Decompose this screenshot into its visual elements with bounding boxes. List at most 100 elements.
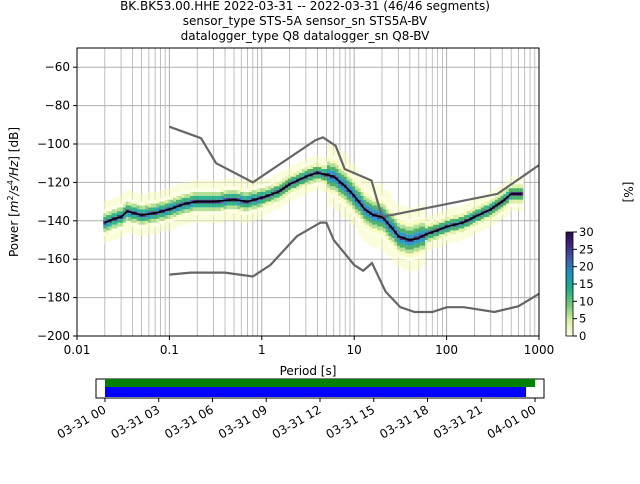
heatmap-cell	[181, 213, 185, 217]
heatmap-cell	[187, 182, 191, 187]
heatmap-cell	[433, 243, 437, 248]
heatmap-cell	[215, 188, 219, 192]
heatmap-cell	[430, 238, 434, 242]
heatmap-cell	[287, 170, 292, 175]
heatmap-cell	[173, 216, 177, 221]
heatmap-cell	[360, 207, 364, 212]
heatmap-cell	[276, 182, 280, 187]
heatmap-cell	[402, 213, 406, 217]
heatmap-cell	[410, 253, 415, 258]
heatmap-cell	[341, 201, 345, 206]
heatmap-cell	[106, 226, 110, 231]
heatmap-cell	[215, 184, 219, 189]
colorbar-tick-label: 20	[579, 260, 594, 274]
heatmap-cell	[424, 216, 429, 221]
heatmap-cell	[441, 230, 445, 235]
heatmap-cell	[108, 238, 113, 242]
heatmap-cell	[383, 224, 387, 229]
heatmap-cell	[329, 151, 334, 156]
heatmap-cell	[111, 197, 115, 202]
heatmap-cell	[455, 230, 459, 235]
heatmap-cell	[520, 203, 524, 208]
heatmap-cell	[385, 243, 390, 248]
heatmap-cell	[133, 230, 138, 235]
heatmap-cell	[114, 201, 118, 206]
heatmap-cell	[147, 215, 152, 219]
heatmap-cell	[128, 213, 132, 217]
heatmap-cell	[469, 205, 473, 210]
heatmap-cell	[402, 220, 406, 225]
heatmap-cell	[324, 176, 328, 181]
heatmap-cell	[131, 192, 135, 196]
heatmap-cell	[201, 192, 205, 196]
heatmap-cell	[380, 203, 384, 208]
title-line-3: datalogger_type Q8 datalogger_sn Q8-BV	[181, 29, 431, 43]
heatmap-cell	[329, 186, 334, 191]
heatmap-cell	[290, 195, 294, 200]
heatmap-cell	[357, 218, 362, 223]
heatmap-cell	[125, 228, 129, 233]
heatmap-cell	[262, 199, 266, 204]
heatmap-cell	[433, 236, 437, 240]
heatmap-cell	[117, 226, 121, 231]
heatmap-cell	[388, 232, 392, 237]
heatmap-cell	[486, 216, 490, 221]
heatmap-cell	[399, 213, 404, 217]
heatmap-cell	[173, 209, 177, 214]
heatmap-cell	[120, 218, 124, 223]
heatmap-cell	[483, 201, 487, 206]
y-tick-label: −120	[37, 175, 70, 189]
heatmap-cell	[114, 224, 118, 229]
heatmap-cell	[299, 168, 303, 173]
heatmap-cell	[464, 203, 468, 208]
heatmap-cell	[410, 261, 415, 265]
heatmap-cell	[391, 215, 395, 219]
heatmap-cell	[475, 224, 479, 229]
heatmap-cell	[243, 195, 247, 200]
heatmap-cell	[506, 192, 510, 196]
heatmap-cell	[315, 155, 320, 160]
heatmap-cell	[472, 230, 476, 235]
heatmap-cell	[486, 213, 490, 217]
heatmap-cell	[385, 209, 390, 214]
heatmap-cell	[268, 182, 272, 187]
x-axis: 0.01 0.1 1 10 100 1000	[64, 336, 554, 357]
heatmap-cell	[117, 218, 121, 223]
heatmap-cell	[231, 182, 236, 187]
heatmap-cell	[422, 226, 426, 231]
heatmap-cell	[106, 203, 110, 208]
heatmap-cell	[385, 193, 390, 198]
heatmap-cell	[352, 186, 356, 191]
heatmap-cell	[408, 211, 412, 216]
heatmap-cell	[363, 180, 367, 185]
heatmap-cell	[117, 195, 121, 200]
heatmap-cell	[173, 224, 177, 229]
heatmap-cell	[436, 240, 440, 244]
heatmap-cell	[422, 222, 426, 227]
heatmap-cell	[327, 203, 331, 208]
heatmap-cell	[380, 188, 384, 192]
heatmap-cell	[243, 180, 247, 185]
heatmap-cell	[377, 241, 381, 246]
heatmap-cell	[494, 218, 499, 223]
heatmap-cell	[363, 215, 367, 219]
heatmap-cell	[360, 211, 364, 216]
heatmap-cell	[324, 188, 328, 192]
heatmap-cell	[296, 170, 300, 175]
heatmap-cell	[159, 213, 163, 217]
heatmap-cell	[173, 186, 177, 191]
heatmap-cell	[424, 240, 429, 244]
heatmap-cell	[357, 188, 362, 192]
heatmap-cell	[184, 213, 188, 217]
heatmap-cell	[304, 163, 308, 168]
heatmap-cell	[329, 155, 334, 160]
heatmap-cell	[248, 195, 252, 200]
heatmap-cell	[178, 184, 182, 189]
heatmap-cell	[508, 195, 513, 200]
heatmap-cell	[355, 224, 359, 229]
heatmap-cell	[136, 213, 140, 217]
heatmap-cell	[343, 157, 348, 162]
heatmap-cell	[150, 226, 154, 231]
heatmap-cell	[455, 207, 459, 212]
heatmap-cell	[114, 236, 118, 240]
